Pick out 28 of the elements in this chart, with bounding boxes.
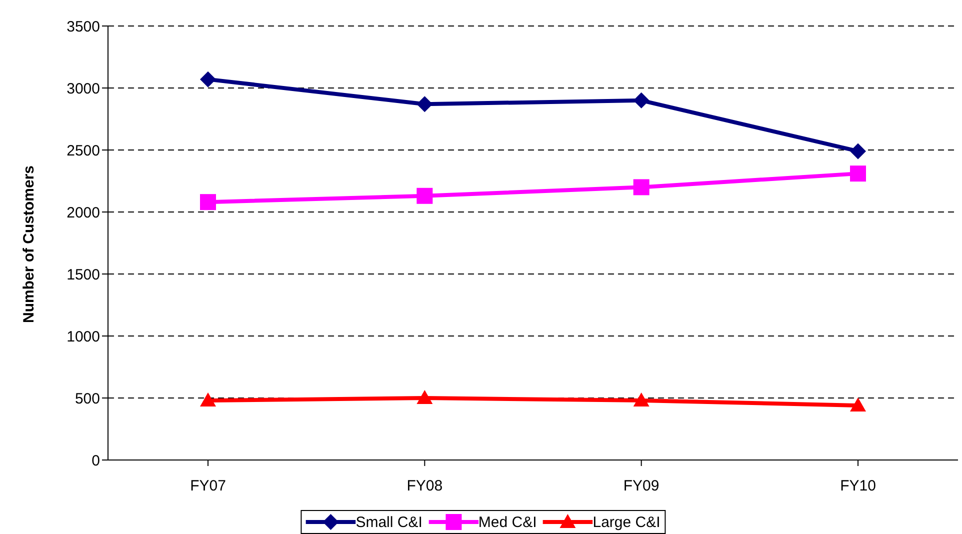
y-tick-label: 3000	[66, 80, 100, 98]
point	[850, 397, 866, 412]
y-tick-label: 2000	[66, 204, 100, 222]
point	[850, 166, 866, 182]
y-axis-title: Number of Customers	[20, 165, 38, 323]
point	[633, 392, 650, 406]
y-tick-label: 0	[92, 452, 100, 470]
x-tick-label: FY07	[190, 478, 226, 495]
point	[200, 71, 216, 88]
legend-label: Med C&I	[477, 513, 537, 531]
point	[200, 194, 216, 210]
point	[416, 96, 433, 112]
point	[416, 390, 433, 404]
point	[633, 179, 650, 196]
point	[416, 188, 433, 204]
point	[200, 392, 216, 406]
point	[850, 143, 866, 160]
point	[633, 92, 650, 108]
y-tick-label: 500	[74, 390, 100, 408]
x-tick-label: FY09	[623, 478, 660, 495]
y-tick-label: 2500	[66, 142, 100, 160]
x-tick-label: FY08	[406, 478, 443, 495]
legend-label: Large C&I	[592, 513, 660, 531]
y-tick-label: 1500	[66, 266, 100, 284]
legend-label: Small C&I	[354, 513, 422, 531]
y-tick-label: 3500	[66, 18, 100, 36]
x-tick-label: FY10	[840, 478, 876, 495]
y-tick-label: 1000	[66, 328, 100, 346]
